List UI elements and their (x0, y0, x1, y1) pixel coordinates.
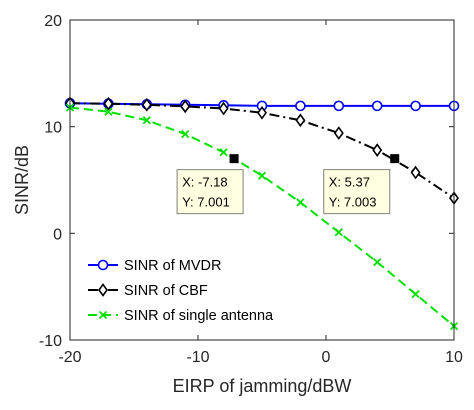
y-tick-label: 10 (44, 120, 62, 137)
series-2-point (333, 126, 344, 140)
datatip-box (176, 169, 244, 215)
x-tick-label: -10 (186, 349, 209, 366)
series-2-point (218, 101, 229, 116)
legend-item-1: SINR of MVDR (88, 258, 222, 274)
series-3-point (296, 198, 305, 207)
series-3-point (142, 116, 151, 125)
series-3-point (334, 228, 343, 237)
legend-label: SINR of CBF (124, 283, 208, 299)
legend-item-2: SINR of CBF (88, 283, 208, 299)
datatip-y-label: Y: 7.003 (329, 195, 377, 210)
datatip-y-label: Y: 7.001 (182, 195, 230, 210)
legend-marker (98, 310, 108, 320)
x-tick-label: 0 (322, 349, 331, 366)
legend-label: SINR of MVDR (124, 258, 222, 274)
series-1-point (371, 100, 383, 112)
series-1-point (295, 100, 306, 112)
datatip-layer: X: -7.18 Y: 7.001 X: 5.37 Y: 7.003 (176, 154, 400, 215)
series-2-point (295, 113, 306, 128)
series-2-point (372, 143, 383, 157)
series-3-point (257, 171, 267, 180)
datatip-x-label: X: 5.37 (329, 175, 370, 190)
series-2-point (180, 99, 191, 114)
y-tick-label: 20 (44, 13, 62, 30)
datatip-marker (390, 154, 400, 164)
x-axis-title: EIRP of jamming/dBW (173, 376, 352, 396)
legend: SINR of MVDR SINR of CBF SINR of single an… (88, 258, 274, 324)
datatip-marker (229, 154, 239, 164)
series-2-line (69, 102, 455, 199)
legend-marker (98, 283, 108, 297)
series-3-line (69, 106, 455, 327)
y-tick-label: -10 (39, 333, 62, 350)
series-3-point (104, 107, 113, 116)
series-3-point (181, 129, 190, 139)
series-1-point (333, 100, 345, 112)
legend-item-3: SINR of single antenna (88, 308, 274, 324)
series-3-point (219, 148, 228, 157)
plot-frame (69, 19, 455, 341)
legend-marker (97, 259, 109, 271)
series-2-point (257, 105, 267, 120)
series-2-point (103, 96, 114, 111)
datatip-x-label: X: -7.18 (182, 175, 228, 190)
datatip-1: X: -7.18 Y: 7.001 (176, 154, 244, 215)
legend-label: SINR of single antenna (124, 308, 274, 324)
y-tick-label: 0 (53, 226, 62, 243)
datatip-box (323, 169, 391, 215)
datatip-2: X: 5.37 Y: 7.003 (323, 154, 400, 215)
x-tick-label: 10 (445, 349, 463, 366)
y-axis-title: SINR/dB (12, 145, 32, 215)
series-2-point (141, 97, 152, 112)
series-3-point (373, 257, 382, 267)
series-3-point (411, 289, 420, 299)
series-2-point (410, 165, 421, 180)
series-1-point (410, 100, 421, 112)
x-tick-label: -20 (58, 349, 81, 366)
